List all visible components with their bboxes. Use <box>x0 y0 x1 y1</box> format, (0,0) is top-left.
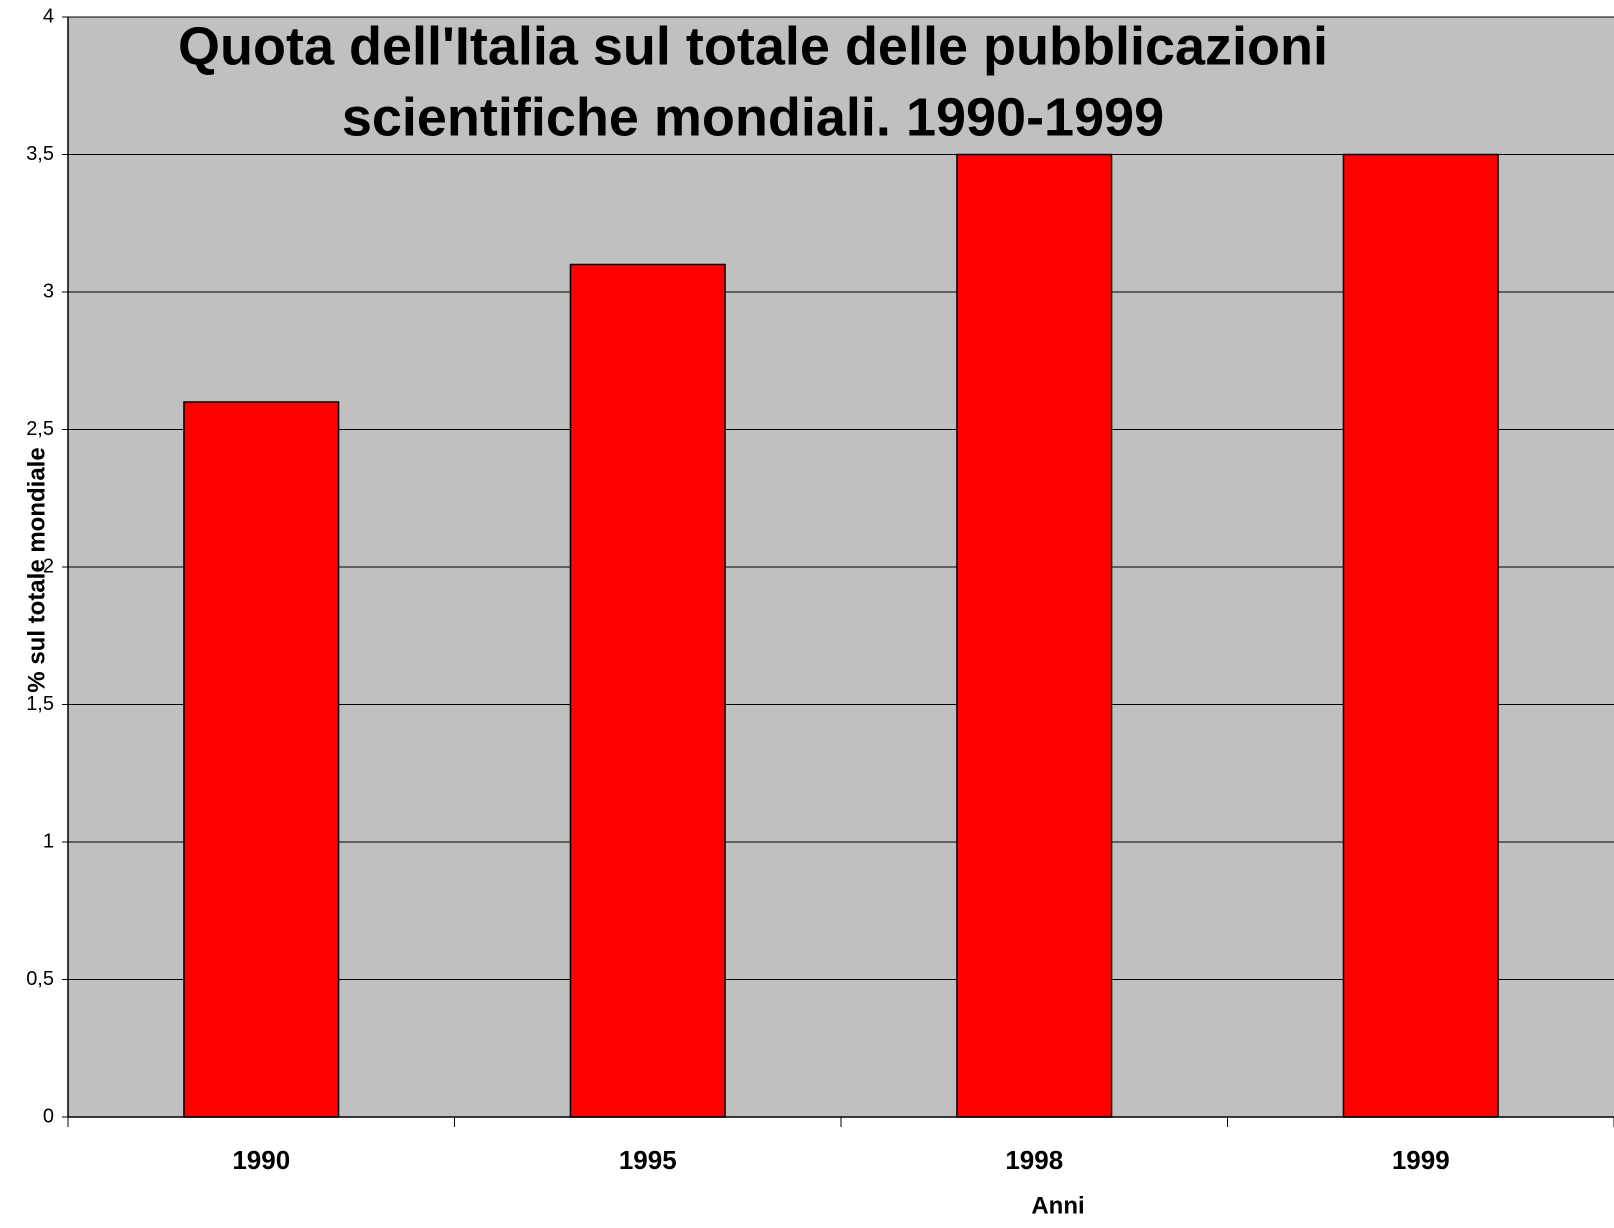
y-tick-label: 2 <box>43 555 54 577</box>
y-tick-label: 3,5 <box>26 143 54 165</box>
y-tick-label: 4 <box>43 5 54 27</box>
x-tick-label: 1999 <box>1392 1145 1450 1175</box>
y-tick-label: 0 <box>43 1105 54 1127</box>
bar <box>183 401 340 1118</box>
bar <box>569 263 726 1118</box>
x-tick-label: 1990 <box>232 1145 290 1175</box>
chart-title: scientifiche mondiali. 1990-1999 <box>342 87 1164 147</box>
x-tick-label: 1995 <box>619 1145 677 1175</box>
x-axis-title: Anni <box>1031 1192 1084 1219</box>
y-tick-label: 0,5 <box>26 968 54 990</box>
bar <box>1342 153 1499 1118</box>
y-axis-title: % sul totale mondiale <box>23 447 50 692</box>
y-tick-label: 1,5 <box>26 693 54 715</box>
chart-title: Quota dell'Italia sul totale delle pubbl… <box>178 16 1328 76</box>
y-tick-label: 1 <box>43 830 54 852</box>
y-tick-label: 2,5 <box>26 418 54 440</box>
bar <box>956 153 1113 1118</box>
x-tick-label: 1998 <box>1005 1145 1063 1175</box>
y-tick-label: 3 <box>43 280 54 302</box>
